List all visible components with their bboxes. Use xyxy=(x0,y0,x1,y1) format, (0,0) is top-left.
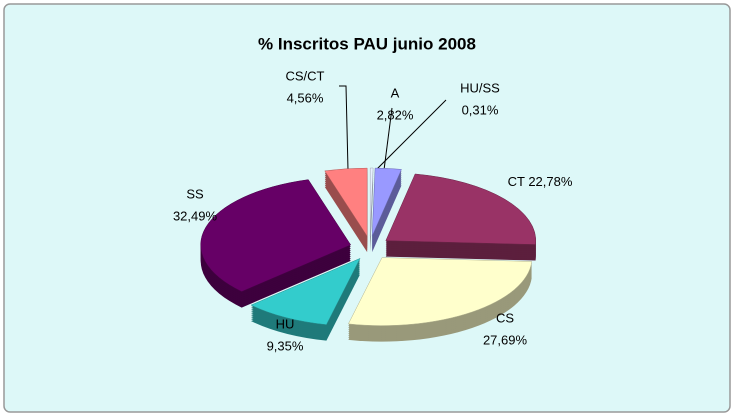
category-label: CS xyxy=(496,310,514,325)
chart-title: % Inscritos PAU junio 2008 xyxy=(258,34,476,53)
category-label: HU xyxy=(276,316,295,331)
category-label: A xyxy=(391,85,400,100)
slice xyxy=(385,173,537,245)
leader-line xyxy=(339,85,349,171)
value-label: 2,82% xyxy=(377,107,414,122)
data-label: CT 22,78% xyxy=(508,174,573,189)
value-label: 0,31% xyxy=(462,102,499,117)
category-label: CS/CT xyxy=(286,68,325,83)
labels: HU/SS 0,31% A 2,82% CT 22,78% CS 27,69% HU 9,35%… xyxy=(173,68,573,353)
slice xyxy=(324,167,368,237)
slice xyxy=(250,257,361,325)
leader-lines xyxy=(339,85,447,171)
pie xyxy=(200,167,537,342)
category-label: CT xyxy=(508,174,525,189)
value-label: 32,49% xyxy=(173,208,218,223)
slice xyxy=(369,167,374,237)
slice xyxy=(200,179,352,292)
slice xyxy=(371,167,402,237)
leader-line xyxy=(383,107,393,171)
value-label: 22,78% xyxy=(528,174,573,189)
category-label: SS xyxy=(186,186,204,201)
category-label: HU/SS xyxy=(460,80,500,95)
value-label: 4,56% xyxy=(287,90,324,105)
slice xyxy=(347,257,533,326)
leader-line xyxy=(375,99,447,171)
value-label: 9,35% xyxy=(267,338,304,353)
value-label: 27,69% xyxy=(483,332,528,347)
